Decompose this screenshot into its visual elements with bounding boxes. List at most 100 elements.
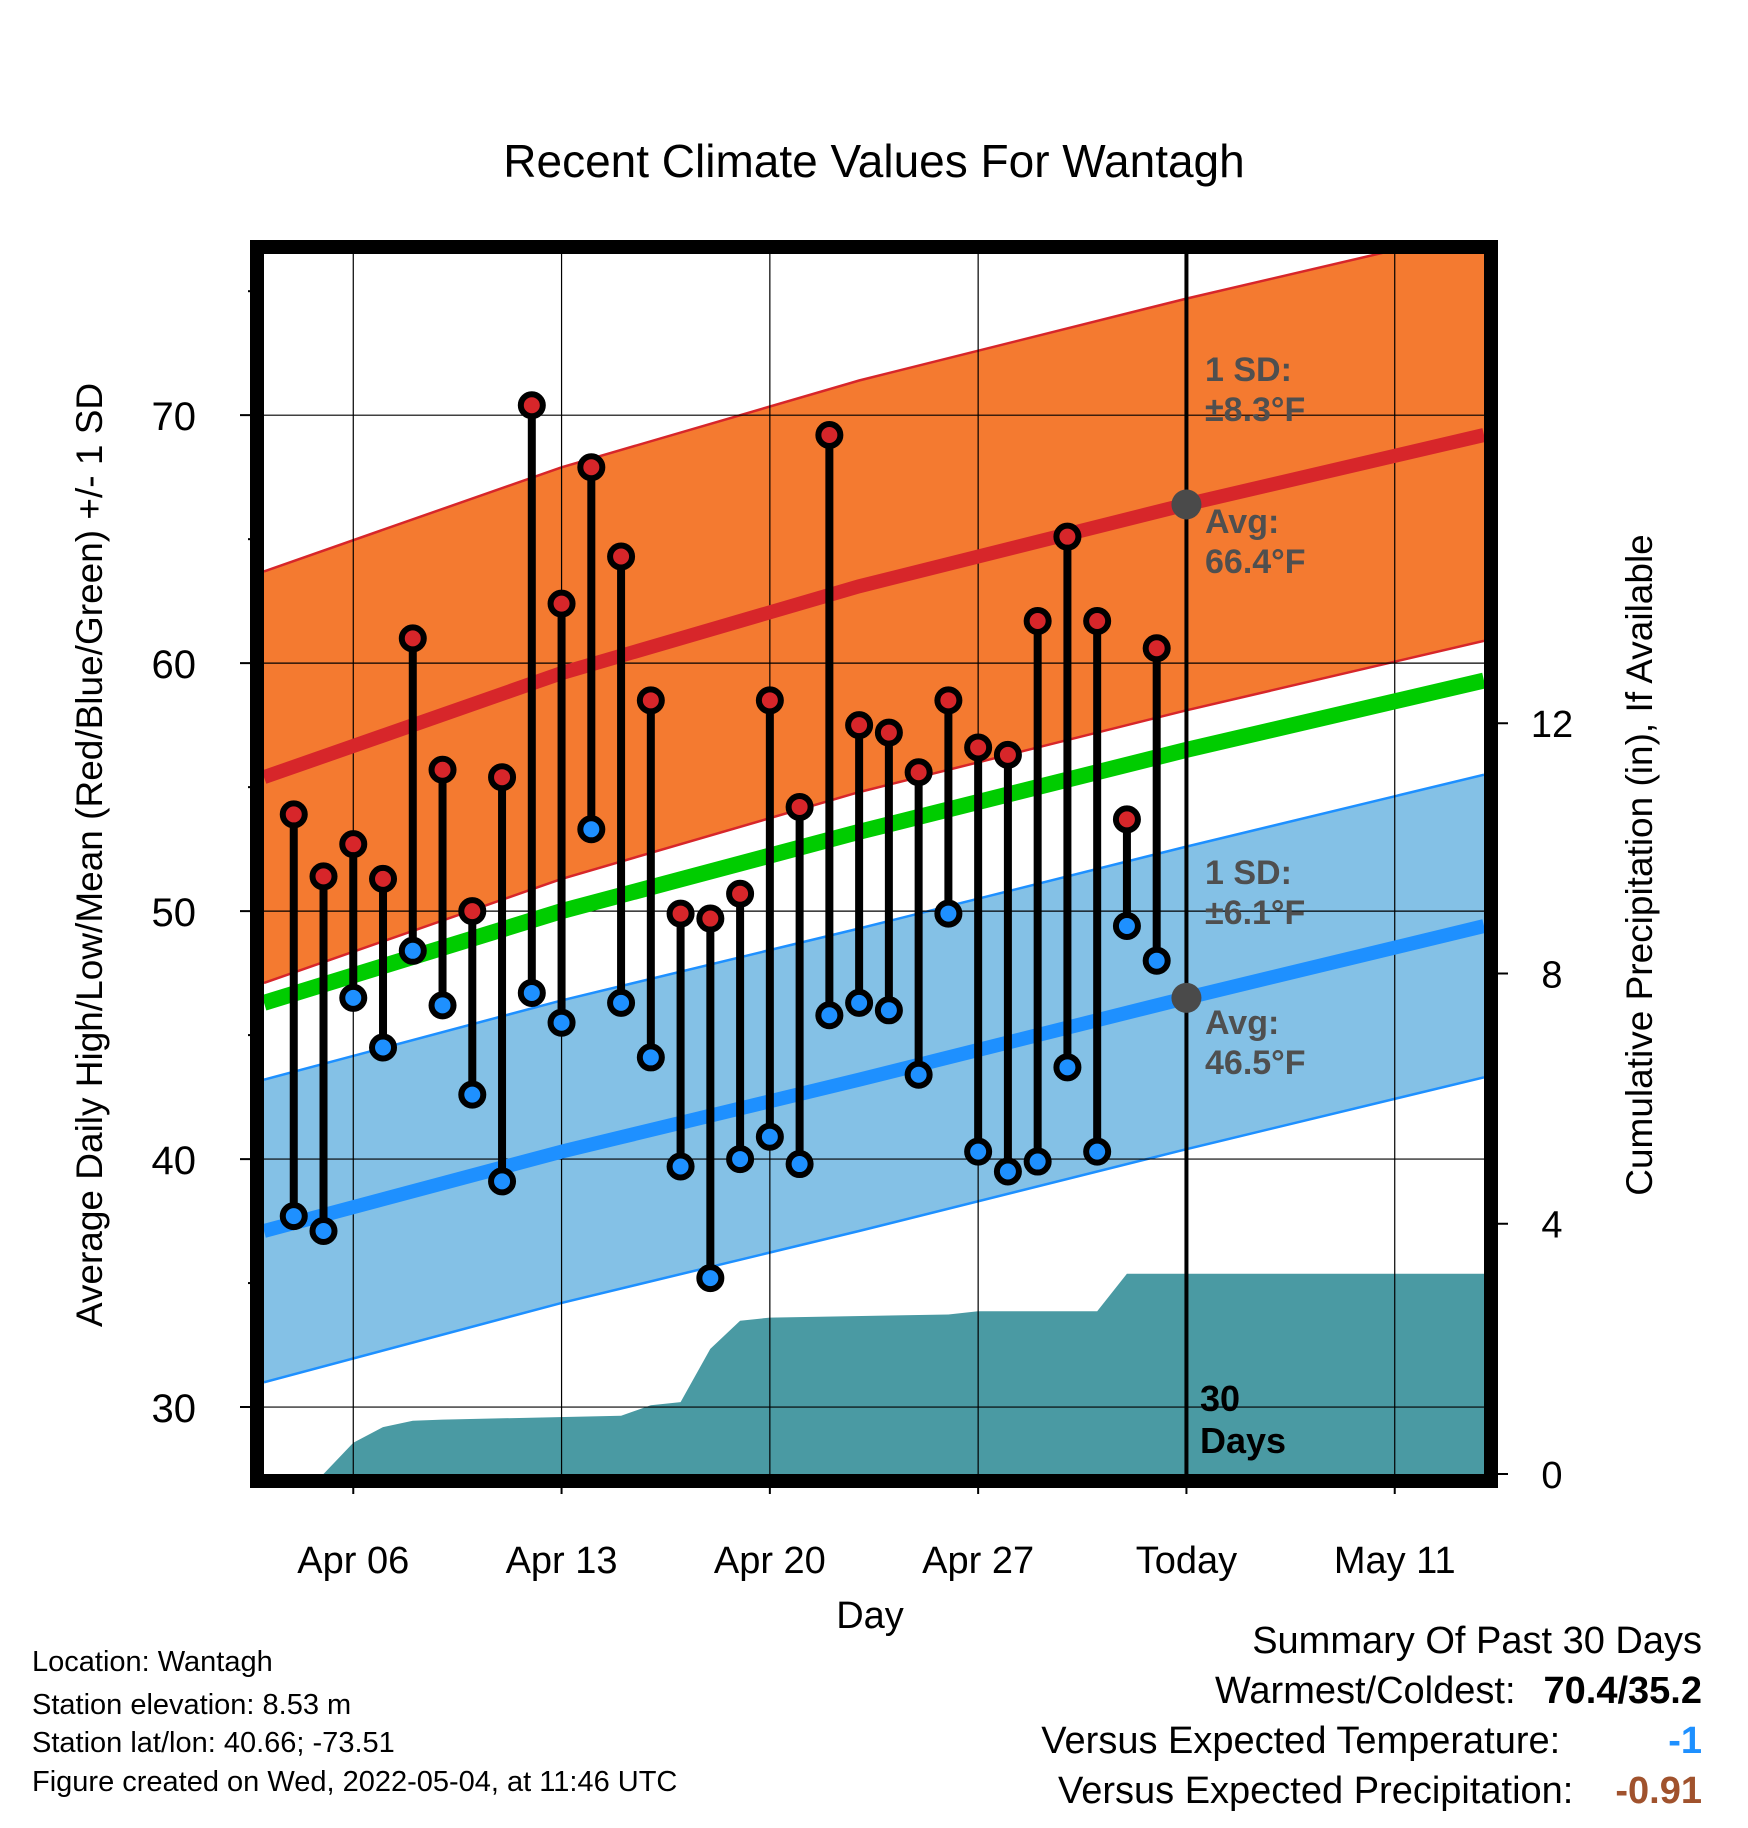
x-tick-label: Apr 13	[506, 1540, 618, 1582]
low-point	[1023, 1147, 1052, 1176]
low-point	[279, 1202, 308, 1231]
y-tick-label: 60	[152, 643, 197, 687]
y2-tick-label: 0	[1541, 1455, 1562, 1497]
low-point	[488, 1167, 517, 1196]
high-point	[458, 897, 487, 926]
y2-axis-label: Cumulative Precipitation (in), If Availa…	[1619, 534, 1660, 1196]
high-point	[755, 686, 784, 715]
y-axis-label: Average Daily High/Low/Mean (Red/Blue/Gr…	[69, 382, 110, 1328]
low-point	[726, 1145, 755, 1174]
low-sd-label: 1 SD:	[1205, 854, 1292, 892]
low-point	[964, 1137, 993, 1166]
high-avg-value: 66.4°F	[1205, 543, 1306, 581]
y-tick-label: 30	[152, 1387, 197, 1431]
summary-precip-value: -0.91	[1615, 1770, 1702, 1812]
summary-temp-value: -1	[1668, 1720, 1702, 1762]
low-point	[666, 1152, 695, 1181]
summary-title: Summary Of Past 30 Days	[1252, 1620, 1702, 1662]
summary-temp-row: Versus Expected Temperature: -1	[1041, 1720, 1702, 1763]
high-point	[1083, 606, 1112, 635]
today-avg-high-marker	[1171, 489, 1202, 520]
info-location: Location: Wantagh	[32, 1646, 273, 1678]
high-point	[577, 453, 606, 482]
days-word: Days	[1200, 1420, 1287, 1461]
low-point	[874, 996, 903, 1025]
precipitation-area	[323, 1273, 1484, 1474]
low-point	[1053, 1053, 1082, 1082]
low-point	[845, 988, 874, 1017]
summary-warmest-row: Warmest/Coldest: 70.4/35.2	[1215, 1670, 1702, 1713]
low-point	[309, 1216, 338, 1245]
high-point	[279, 800, 308, 829]
x-tick-label: Apr 20	[714, 1540, 826, 1582]
low-point	[696, 1264, 725, 1293]
high-sd-label: 1 SD:	[1205, 351, 1292, 389]
high-point	[696, 904, 725, 933]
high-point	[636, 686, 665, 715]
low-point	[934, 899, 963, 928]
high-point	[339, 830, 368, 859]
high-sd-annotation: 1 SD: ±8.3°F	[1205, 350, 1305, 430]
low-avg-label: Avg:	[1205, 1004, 1280, 1042]
high-point	[845, 711, 874, 740]
high-point	[666, 899, 695, 928]
high-sd-upper-edge	[264, 254, 1384, 573]
high-point	[874, 718, 903, 747]
high-point	[607, 542, 636, 571]
high-sd-band	[264, 254, 1484, 983]
low-normal-line	[264, 919, 1484, 1238]
low-sd-annotation: 1 SD: ±6.1°F	[1205, 853, 1305, 933]
summary-precip-row: Versus Expected Precipitation: -0.91	[1058, 1770, 1702, 1813]
high-point	[726, 879, 755, 908]
high-point	[488, 763, 517, 792]
high-point	[398, 624, 427, 653]
y-tick-label: 70	[152, 395, 197, 439]
low-point	[904, 1060, 933, 1089]
low-point	[458, 1080, 487, 1109]
x-tick-label: Apr 27	[922, 1540, 1034, 1582]
y2-tick-label: 12	[1531, 704, 1573, 746]
low-point	[993, 1157, 1022, 1186]
low-point	[547, 1008, 576, 1037]
low-point	[398, 936, 427, 965]
low-point	[369, 1033, 398, 1062]
low-point	[785, 1150, 814, 1179]
low-point	[1112, 911, 1141, 940]
summary-temp-label: Versus Expected Temperature:	[1041, 1720, 1561, 1762]
low-point	[517, 978, 546, 1007]
high-point	[1112, 805, 1141, 834]
high-point	[815, 421, 844, 450]
x-tick-label: Today	[1136, 1540, 1237, 1582]
low-point	[1142, 946, 1171, 975]
high-point	[1142, 634, 1171, 663]
high-point	[428, 755, 457, 784]
days-number: 30	[1200, 1378, 1241, 1419]
y-tick-label: 50	[152, 891, 197, 935]
high-point	[993, 740, 1022, 769]
x-tick-label: Apr 06	[297, 1540, 409, 1582]
low-sd-value: ±6.1°F	[1205, 894, 1306, 932]
high-point	[1053, 522, 1082, 551]
days-annotation: 30 Days	[1200, 1378, 1286, 1462]
high-point	[309, 862, 338, 891]
low-point	[636, 1043, 665, 1072]
low-avg-value: 46.5°F	[1205, 1044, 1306, 1082]
info-created: Figure created on Wed, 2022-05-04, at 11…	[32, 1766, 678, 1798]
low-sd-lower-edge	[264, 1076, 1484, 1384]
high-sd-value: ±8.3°F	[1205, 391, 1306, 429]
high-point	[904, 758, 933, 787]
x-axis-label: Day	[836, 1595, 904, 1637]
today-avg-low-marker	[1171, 982, 1202, 1013]
chart-title: Recent Climate Values For Wantagh	[503, 135, 1245, 187]
high-avg-label: Avg:	[1205, 503, 1280, 541]
high-point	[785, 792, 814, 821]
high-point	[369, 864, 398, 893]
y2-tick-label: 4	[1541, 1205, 1562, 1247]
low-point	[607, 988, 636, 1017]
low-point	[428, 991, 457, 1020]
high-point	[517, 391, 546, 420]
info-latlon: Station lat/lon: 40.66; -73.51	[32, 1727, 395, 1759]
summary-warmest-label: Warmest/Coldest:	[1214, 1670, 1516, 1712]
y2-tick-label: 8	[1541, 954, 1562, 996]
